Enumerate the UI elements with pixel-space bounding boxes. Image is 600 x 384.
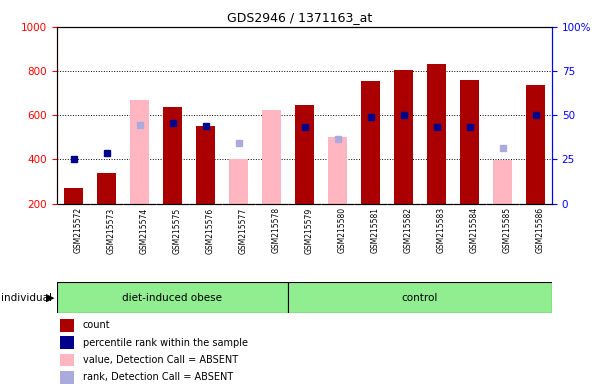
Text: rank, Detection Call = ABSENT: rank, Detection Call = ABSENT: [83, 372, 233, 382]
Text: individual: individual: [1, 293, 52, 303]
Text: GSM215585: GSM215585: [503, 207, 511, 253]
Text: diet-induced obese: diet-induced obese: [122, 293, 223, 303]
Text: GSM215582: GSM215582: [404, 207, 413, 253]
Text: GSM215572: GSM215572: [74, 207, 83, 253]
Bar: [130, 100, 149, 204]
Text: GDS2946 / 1371163_at: GDS2946 / 1371163_at: [227, 12, 373, 25]
Bar: [460, 80, 479, 204]
Text: count: count: [83, 320, 110, 331]
Bar: [229, 159, 248, 204]
Bar: [57, 282, 288, 313]
Text: GSM215574: GSM215574: [139, 207, 149, 253]
Bar: [97, 173, 116, 204]
Bar: [361, 81, 380, 204]
Bar: [526, 85, 545, 204]
Bar: [295, 105, 314, 204]
Bar: [196, 126, 215, 204]
Bar: [288, 282, 552, 313]
Bar: [328, 137, 347, 204]
Bar: [61, 336, 74, 349]
Bar: [64, 188, 83, 204]
Bar: [493, 161, 512, 204]
Text: GSM215583: GSM215583: [437, 207, 445, 253]
Bar: [61, 371, 74, 384]
Bar: [61, 354, 74, 366]
Text: GSM215576: GSM215576: [205, 207, 215, 253]
Bar: [427, 65, 446, 204]
Text: GSM215581: GSM215581: [371, 207, 380, 253]
Text: control: control: [402, 293, 438, 303]
Text: GSM215580: GSM215580: [337, 207, 347, 253]
Text: GSM215584: GSM215584: [470, 207, 479, 253]
Text: GSM215579: GSM215579: [305, 207, 314, 253]
Text: ▶: ▶: [46, 293, 54, 303]
Text: value, Detection Call = ABSENT: value, Detection Call = ABSENT: [83, 355, 238, 365]
Text: GSM215573: GSM215573: [107, 207, 115, 253]
Text: GSM215575: GSM215575: [173, 207, 182, 253]
Bar: [61, 319, 74, 332]
Text: GSM215586: GSM215586: [536, 207, 545, 253]
Bar: [262, 110, 281, 204]
Bar: [394, 70, 413, 204]
Text: percentile rank within the sample: percentile rank within the sample: [83, 338, 248, 348]
Text: GSM215578: GSM215578: [271, 207, 281, 253]
Bar: [163, 108, 182, 204]
Text: GSM215577: GSM215577: [239, 207, 248, 253]
